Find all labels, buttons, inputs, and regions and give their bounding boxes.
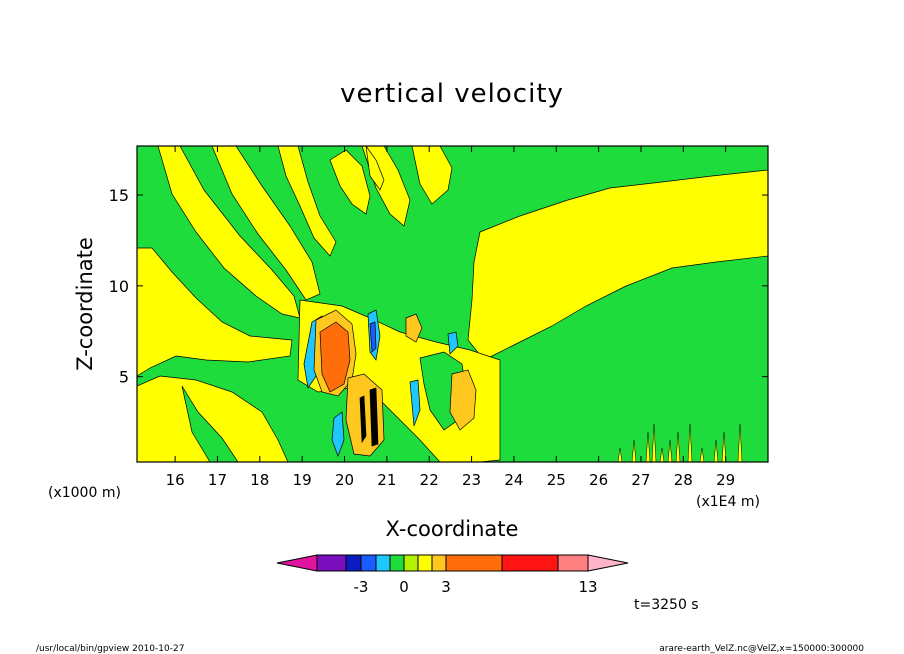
contour-region-cyan xyxy=(409,379,421,427)
x-tick-label: 22 xyxy=(420,471,439,489)
y-tick-label: 10 xyxy=(109,277,129,296)
contour-needle xyxy=(675,431,681,462)
contour-region-dark xyxy=(359,395,367,444)
plot-area: 16 17 18 19 20 21 22 23 24 25 26 27 28 29 5 10 15 xyxy=(109,145,769,489)
contour-region-cyan xyxy=(447,331,459,355)
colorbar-segment xyxy=(431,554,447,572)
plot-frame xyxy=(136,145,769,463)
colorbar-low-extension xyxy=(276,554,318,572)
colorbar-label: 13 xyxy=(578,578,597,596)
x-units-right: (x1E4 m) xyxy=(696,494,760,510)
contour-region-green xyxy=(181,385,239,462)
contour-region-cyan xyxy=(331,411,345,457)
time-label: t=3250 s xyxy=(634,597,699,613)
colorbar-label: -3 xyxy=(354,578,369,596)
contour-region-dark xyxy=(369,387,379,447)
x-tick-label: 18 xyxy=(250,471,269,489)
contour-needle xyxy=(631,439,637,462)
colorbar-segment xyxy=(417,554,433,572)
contour-needle xyxy=(721,431,727,462)
colorbar-segment xyxy=(445,554,503,572)
contour-needle xyxy=(659,447,665,462)
contour-region-yellow xyxy=(211,146,321,301)
x-tick-label: 28 xyxy=(674,471,693,489)
contour-region-yellow xyxy=(365,146,385,191)
contour-needle xyxy=(687,423,693,462)
colorbar-high-extension xyxy=(587,554,629,572)
colorbar-label: 3 xyxy=(441,578,451,596)
contour-needle xyxy=(737,423,743,462)
contour-region-yellow xyxy=(411,146,453,205)
contour-region-yellow xyxy=(277,146,337,257)
contour-region-yellow xyxy=(137,247,293,377)
y-tick-label: 5 xyxy=(119,368,129,387)
contour-region-orange xyxy=(319,321,351,393)
colorbar-segment xyxy=(389,554,405,572)
contour-region-blue xyxy=(369,321,377,353)
colorbar-segment xyxy=(375,554,391,572)
contour-needle xyxy=(617,447,623,462)
colorbar-label: 0 xyxy=(399,578,409,596)
x-tick-label: 19 xyxy=(293,471,312,489)
x-tick-label: 17 xyxy=(208,471,227,489)
colorbar: -3 0 3 13 xyxy=(276,554,629,596)
x-axis: 16 17 18 19 20 21 22 23 24 25 26 27 28 29 xyxy=(166,146,735,489)
x-tick-label: 24 xyxy=(504,471,523,489)
x-tick-label: 29 xyxy=(716,471,735,489)
x-tick-label: 20 xyxy=(335,471,354,489)
colorbar-segment xyxy=(557,554,589,572)
colorbar-segment xyxy=(360,554,377,572)
x-axis-title: X-coordinate xyxy=(386,517,519,541)
colorbar-segment xyxy=(403,554,419,572)
contour-region-gold xyxy=(449,369,477,431)
colorbar-segment xyxy=(501,554,559,572)
x-units-left: (x1000 m) xyxy=(48,485,121,501)
footer-left: /usr/local/bin/gpview 2010-10-27 xyxy=(36,644,184,654)
colorbar-segment xyxy=(316,554,347,572)
chart-title: vertical velocity xyxy=(340,79,564,109)
y-tick-label: 15 xyxy=(109,186,129,205)
contour-fields xyxy=(137,146,768,462)
colorbar-segment xyxy=(345,554,362,572)
x-tick-label: 25 xyxy=(547,471,566,489)
contour-needle xyxy=(699,447,705,462)
contour-needle xyxy=(651,423,657,462)
x-tick-label: 23 xyxy=(462,471,481,489)
x-tick-label: 26 xyxy=(589,471,608,489)
contour-region-gold xyxy=(405,313,423,343)
contour-region-yellow xyxy=(467,169,768,361)
contour-needle xyxy=(645,431,651,462)
footer-right: arare-earth_VelZ.nc@VelZ,x=150000:300000 xyxy=(659,644,864,654)
contour-region-yellow xyxy=(329,149,371,215)
x-tick-label: 16 xyxy=(166,471,185,489)
contour-region-yellow xyxy=(137,375,289,462)
y-axis-title: Z-coordinate xyxy=(73,237,97,371)
x-tick-label: 27 xyxy=(631,471,650,489)
x-tick-label: 21 xyxy=(377,471,396,489)
y-axis: 5 10 15 xyxy=(109,186,768,387)
contour-needle xyxy=(667,439,673,462)
contour-needle xyxy=(713,439,719,462)
